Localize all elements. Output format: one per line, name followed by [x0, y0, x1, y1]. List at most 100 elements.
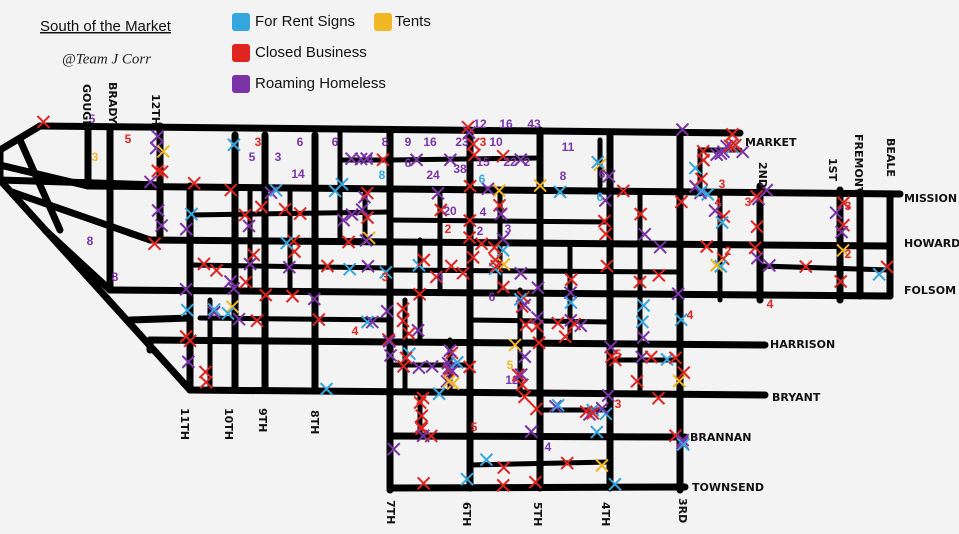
x-mark [488, 253, 503, 267]
x-mark [463, 213, 477, 228]
x-mark [528, 475, 543, 489]
x-mark [396, 359, 411, 374]
x-mark [723, 139, 738, 153]
x-mark [343, 262, 357, 276]
street-label: 8TH [308, 410, 321, 434]
alley [387, 155, 543, 163]
x-mark [833, 274, 848, 289]
legend-label: Roaming Homeless [255, 75, 386, 92]
x-mark [269, 183, 283, 197]
x-mark [232, 312, 246, 326]
x-mark [147, 236, 162, 251]
x-mark [553, 185, 567, 199]
x-mark [675, 122, 690, 137]
x-mark [597, 214, 612, 228]
x-mark [463, 179, 477, 193]
x-mark [608, 353, 623, 367]
street-label: BRANNAN [690, 431, 752, 444]
alley [757, 263, 893, 273]
count-label: 20 [443, 204, 457, 218]
x-mark [227, 138, 241, 152]
count-label: 5 [507, 358, 514, 372]
x-mark [242, 219, 256, 233]
legend-label: For Rent Signs [255, 13, 355, 30]
count-label: 4 [480, 205, 487, 219]
x-mark [444, 259, 459, 273]
x-mark [709, 258, 724, 272]
x-mark [474, 237, 489, 251]
x-mark [608, 477, 622, 491]
count-label: 5 [249, 150, 256, 164]
x-mark [492, 183, 506, 198]
legend-label: Tents [395, 13, 431, 30]
count-label: 3 [505, 222, 512, 236]
x-mark [360, 186, 375, 200]
x-mark [677, 365, 691, 380]
x-mark [531, 281, 545, 295]
x-mark [434, 203, 448, 217]
count-label: 4 [367, 152, 374, 166]
x-mark [181, 355, 196, 369]
count-label: 10 [489, 135, 503, 149]
street-label: 4TH [599, 502, 612, 526]
x-mark [198, 365, 213, 379]
x-mark [496, 243, 510, 258]
x-mark [462, 230, 477, 245]
x-mark [694, 184, 709, 198]
count-label: 3 [845, 199, 852, 213]
street-label: 12TH [149, 94, 162, 126]
x-mark [674, 312, 688, 327]
alley [467, 459, 613, 468]
x-mark [558, 329, 572, 344]
count-label: 5 [471, 420, 478, 434]
x-mark [676, 433, 690, 447]
x-mark [396, 314, 410, 328]
x-mark [414, 420, 428, 434]
x-mark [293, 206, 307, 221]
x-mark [36, 115, 51, 129]
x-mark [382, 334, 396, 349]
x-mark [633, 207, 648, 221]
count-label: 3 [480, 135, 487, 149]
x-mark [653, 240, 667, 254]
street [8, 188, 154, 244]
x-mark [551, 398, 565, 413]
x-mark [750, 219, 764, 234]
x-mark [602, 169, 616, 184]
x-mark [517, 390, 532, 404]
x-mark [207, 302, 221, 317]
x-mark [227, 281, 241, 296]
x-mark [207, 305, 221, 320]
legend-label: Closed Business [255, 44, 367, 61]
x-mark [714, 147, 728, 161]
x-mark [508, 338, 522, 352]
street [146, 236, 894, 250]
count-label: 16 [499, 117, 513, 131]
x-mark [359, 233, 373, 248]
x-mark [462, 360, 477, 374]
x-mark [688, 179, 703, 194]
x-mark [380, 304, 394, 318]
count-label: 23 [455, 135, 469, 149]
x-mark [636, 298, 651, 313]
x-mark [396, 302, 410, 316]
x-mark [197, 257, 211, 271]
x-mark [728, 138, 743, 152]
x-mark [579, 405, 593, 419]
street-label: MISSION [904, 192, 957, 205]
x-mark [345, 207, 359, 222]
x-mark [431, 186, 445, 200]
count-label: 6 [479, 172, 486, 186]
x-mark [481, 182, 495, 196]
x-mark [156, 144, 171, 159]
street-label: 10TH [222, 408, 235, 440]
x-mark [411, 323, 425, 338]
street-label: 7TH [384, 500, 397, 524]
count-label: 8 [87, 234, 94, 248]
x-mark [635, 315, 649, 329]
count-label: 3 [745, 195, 752, 209]
x-mark [762, 258, 777, 273]
x-mark [409, 153, 424, 167]
street [186, 386, 769, 399]
